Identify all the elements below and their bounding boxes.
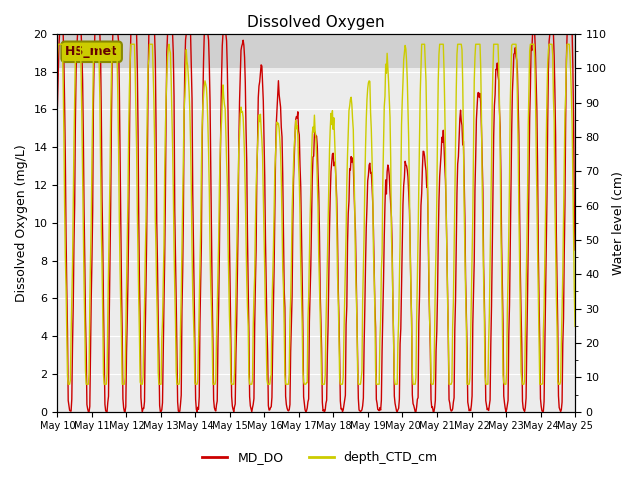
Legend: MD_DO, depth_CTD_cm: MD_DO, depth_CTD_cm (197, 446, 443, 469)
Y-axis label: Dissolved Oxygen (mg/L): Dissolved Oxygen (mg/L) (15, 144, 28, 302)
Bar (58, 34, 575, 68)
Title: Dissolved Oxygen: Dissolved Oxygen (248, 15, 385, 30)
Y-axis label: Water level (cm): Water level (cm) (612, 171, 625, 275)
Text: HS_met: HS_met (65, 45, 118, 58)
